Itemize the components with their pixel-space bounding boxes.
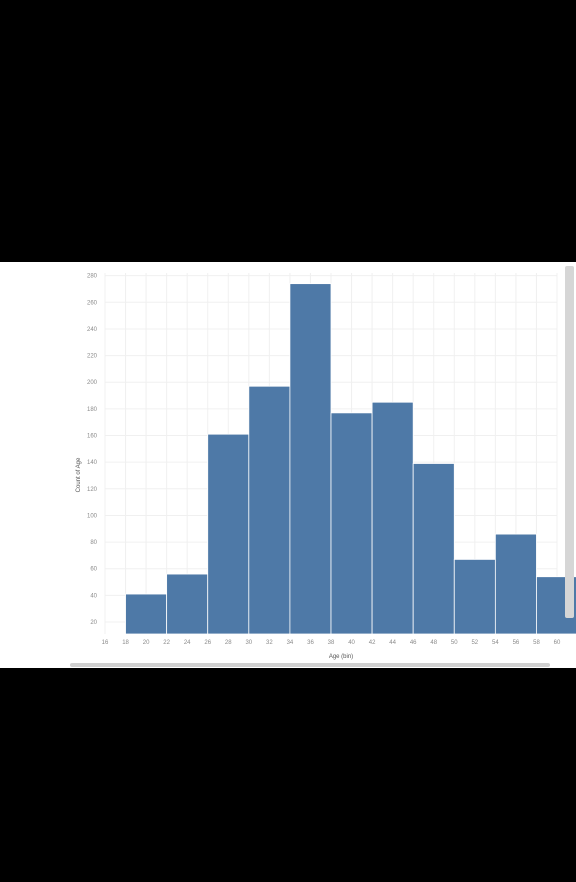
histogram-bar[interactable] — [453, 559, 496, 635]
x-tick-label: 22 — [163, 640, 170, 646]
y-tick-label: 240 — [87, 327, 98, 333]
y-tick-label: 20 — [90, 620, 97, 626]
histogram-bar[interactable] — [412, 463, 455, 635]
x-tick-label: 48 — [430, 640, 437, 646]
y-tick-label: 180 — [87, 407, 98, 413]
x-tick-label: 46 — [410, 640, 417, 646]
chart-panel: 20 40 60 80 100 120 140 160 180 200 220 240 260 280 1… — [0, 262, 576, 668]
x-tick-label: 28 — [225, 640, 232, 646]
x-axis-title: Age (bin) — [329, 654, 353, 660]
x-tick-label: 42 — [369, 640, 376, 646]
y-tick-label: 140 — [87, 460, 98, 466]
histogram-bar[interactable] — [248, 385, 291, 635]
y-tick-label: 220 — [87, 354, 98, 360]
x-tick-label: 18 — [122, 640, 129, 646]
x-tick-label: 16 — [102, 640, 109, 646]
x-tick-label: 60 — [554, 640, 561, 646]
bars — [125, 283, 576, 635]
x-tick-label: 54 — [492, 640, 499, 646]
x-tick-label: 32 — [266, 640, 273, 646]
x-tick-label: 52 — [471, 640, 478, 646]
x-tick-label: 34 — [287, 640, 294, 646]
x-tick-label: 44 — [389, 640, 396, 646]
histogram-chart: 20 40 60 80 100 120 140 160 180 200 220 240 260 280 1… — [76, 273, 576, 660]
y-tick-label: 260 — [87, 300, 98, 306]
y-tick-label: 280 — [87, 274, 98, 280]
x-tick-label: 38 — [328, 640, 335, 646]
x-axis-ticks: 16 18 20 22 24 26 28 30 32 34 36 38 40 42 44 46 48 50 52 54… — [102, 640, 561, 646]
x-tick-label: 26 — [204, 640, 211, 646]
histogram-bar[interactable] — [125, 593, 168, 635]
x-tick-label: 30 — [245, 640, 252, 646]
y-tick-label: 200 — [87, 380, 98, 386]
histogram-bar[interactable] — [371, 401, 414, 635]
x-tick-label: 40 — [348, 640, 355, 646]
y-tick-label: 40 — [90, 593, 97, 599]
x-tick-label: 58 — [533, 640, 540, 646]
histogram-bar[interactable] — [330, 412, 373, 635]
x-tick-label: 56 — [513, 640, 520, 646]
y-tick-label: 80 — [90, 540, 97, 546]
y-tick-label: 120 — [87, 487, 98, 493]
x-tick-label: 50 — [451, 640, 458, 646]
histogram-bar[interactable] — [494, 533, 537, 635]
horizontal-scrollbar[interactable] — [70, 663, 550, 667]
y-tick-label: 160 — [87, 434, 98, 440]
x-tick-label: 20 — [143, 640, 150, 646]
y-tick-label: 60 — [90, 567, 97, 573]
vertical-scrollbar[interactable] — [565, 266, 574, 618]
y-axis-title: Count of Age — [76, 457, 82, 492]
histogram-bar[interactable] — [289, 283, 332, 635]
x-tick-label: 24 — [184, 640, 191, 646]
y-tick-label: 100 — [87, 513, 98, 519]
histogram-bar[interactable] — [166, 573, 209, 635]
x-tick-label: 36 — [307, 640, 314, 646]
y-axis-ticks: 20 40 60 80 100 120 140 160 180 200 220 240 260 280 — [87, 274, 98, 626]
histogram-bar[interactable] — [207, 433, 250, 635]
